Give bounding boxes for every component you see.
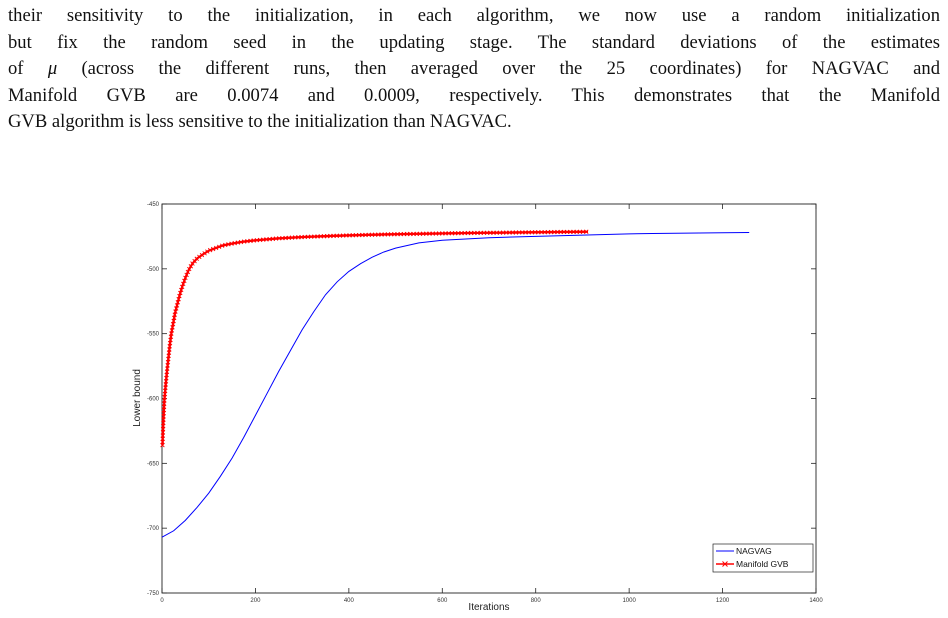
y-tick-label: -550 — [147, 332, 160, 338]
series-marker-manifold-gvb — [580, 229, 586, 235]
series-marker-manifold-gvb — [558, 229, 563, 235]
x-tick-label: 200 — [250, 598, 261, 604]
paragraph-line-4: Manifold GVB are 0.0074 and 0.0009, resp… — [8, 84, 940, 106]
x-tick-label: 1200 — [716, 598, 730, 604]
series-marker-manifold-gvb — [497, 230, 503, 235]
series-marker-manifold-gvb — [182, 278, 187, 284]
y-tick-label: -600 — [147, 397, 160, 403]
y-tick-label: -450 — [147, 202, 160, 208]
series-layer — [160, 229, 750, 538]
series-line-nagvag — [161, 232, 750, 538]
legend-marker-manifold-gvb — [722, 561, 728, 567]
series-marker-manifold-gvb — [178, 290, 183, 296]
paragraph-line-5: GVB algorithm is less sensitive to the i… — [8, 111, 512, 132]
series-marker-manifold-gvb — [561, 229, 567, 235]
series-marker-manifold-gvb — [564, 229, 570, 235]
y-tick-label: -500 — [147, 267, 160, 273]
series-marker-manifold-gvb — [539, 229, 544, 235]
series-marker-manifold-gvb — [179, 287, 184, 293]
series-marker-manifold-gvb — [219, 243, 225, 248]
series-marker-manifold-gvb — [216, 244, 222, 250]
x-ticks: 0 200 400 600 800 1000 1200 1400 — [160, 204, 823, 604]
series-marker-manifold-gvb — [173, 309, 178, 314]
plot-area — [161, 203, 817, 594]
y-ticks: -450 -500 -550 -600 -650 -700 -750 — [147, 202, 816, 597]
y-tick-label: -650 — [147, 461, 160, 467]
x-tick-label: 600 — [437, 598, 448, 604]
series-marker-manifold-gvb — [194, 256, 199, 261]
series-marker-manifold-gvb — [584, 229, 589, 234]
y-axis-label: Lower bound — [132, 369, 143, 427]
series-marker-manifold-gvb — [475, 230, 480, 236]
series-marker-manifold-gvb — [568, 229, 573, 235]
body-paragraph: their sensitivity to the initialization,… — [8, 3, 940, 136]
series-marker-manifold-gvb — [197, 254, 202, 260]
series-marker-manifold-gvb — [488, 230, 493, 235]
paragraph-line-1: their sensitivity to the initialization,… — [8, 5, 940, 26]
legend-label-nagvag: NAGVAG — [736, 546, 772, 556]
series-marker-manifold-gvb — [577, 229, 583, 235]
legend-label-manifold-gvb: Manifold GVB — [736, 559, 789, 569]
legend: NAGVAG Manifold GVB — [712, 543, 814, 573]
series-marker-manifold-gvb — [205, 249, 210, 254]
paragraph-line-2: but fix the random seed in the updating … — [8, 31, 940, 53]
series-marker-manifold-gvb — [179, 284, 185, 290]
series-marker-manifold-gvb — [199, 252, 205, 258]
series-marker-manifold-gvb — [574, 229, 579, 235]
mu-symbol: μ — [47, 58, 58, 79]
paragraph-line-3-post: (across the different runs, then average… — [57, 58, 940, 79]
series-marker-manifold-gvb — [504, 230, 509, 235]
series-marker-manifold-gvb — [174, 306, 179, 311]
series-marker-manifold-gvb — [571, 229, 576, 235]
y-tick-label: -700 — [147, 526, 160, 532]
legend-box — [712, 543, 814, 573]
series-marker-manifold-gvb — [181, 281, 186, 287]
series-marker-manifold-gvb — [174, 303, 180, 308]
x-tick-label: 0 — [160, 598, 164, 604]
series-marker-manifold-gvb — [185, 269, 191, 275]
paragraph-line-3-pre: of — [8, 58, 48, 79]
series-marker-manifold-gvb — [187, 266, 192, 272]
series-marker-manifold-gvb — [510, 230, 515, 235]
x-tick-label: 1000 — [622, 598, 636, 604]
series-marker-manifold-gvb — [210, 246, 216, 252]
y-tick-label: -750 — [147, 591, 160, 597]
series-marker-manifold-gvb — [177, 293, 182, 299]
series-marker-manifold-gvb — [532, 230, 538, 235]
series-marker-manifold-gvb — [545, 229, 551, 235]
series-marker-manifold-gvb — [552, 229, 557, 235]
x-tick-label: 800 — [531, 598, 542, 604]
series-marker-manifold-gvb — [175, 300, 181, 305]
series-marker-manifold-gvb — [202, 251, 207, 256]
x-tick-label: 400 — [344, 598, 355, 604]
series-marker-manifold-gvb — [176, 296, 181, 302]
x-tick-label: 1400 — [809, 598, 823, 604]
series-marker-manifold-gvb — [183, 275, 188, 281]
paragraph-line-3: of μ (across the different runs, then av… — [8, 56, 940, 83]
series-marker-manifold-gvb — [523, 230, 528, 235]
series-marker-manifold-gvb — [213, 245, 219, 251]
series-marker-manifold-gvb — [481, 230, 487, 236]
series-marker-manifold-gvb — [188, 264, 194, 269]
x-axis-label: Iterations — [468, 602, 509, 613]
series-marker-manifold-gvb — [468, 230, 474, 236]
series-marker-manifold-gvb — [184, 272, 189, 278]
series-marker-manifold-gvb — [516, 230, 522, 235]
series-marker-manifold-gvb — [207, 247, 213, 253]
